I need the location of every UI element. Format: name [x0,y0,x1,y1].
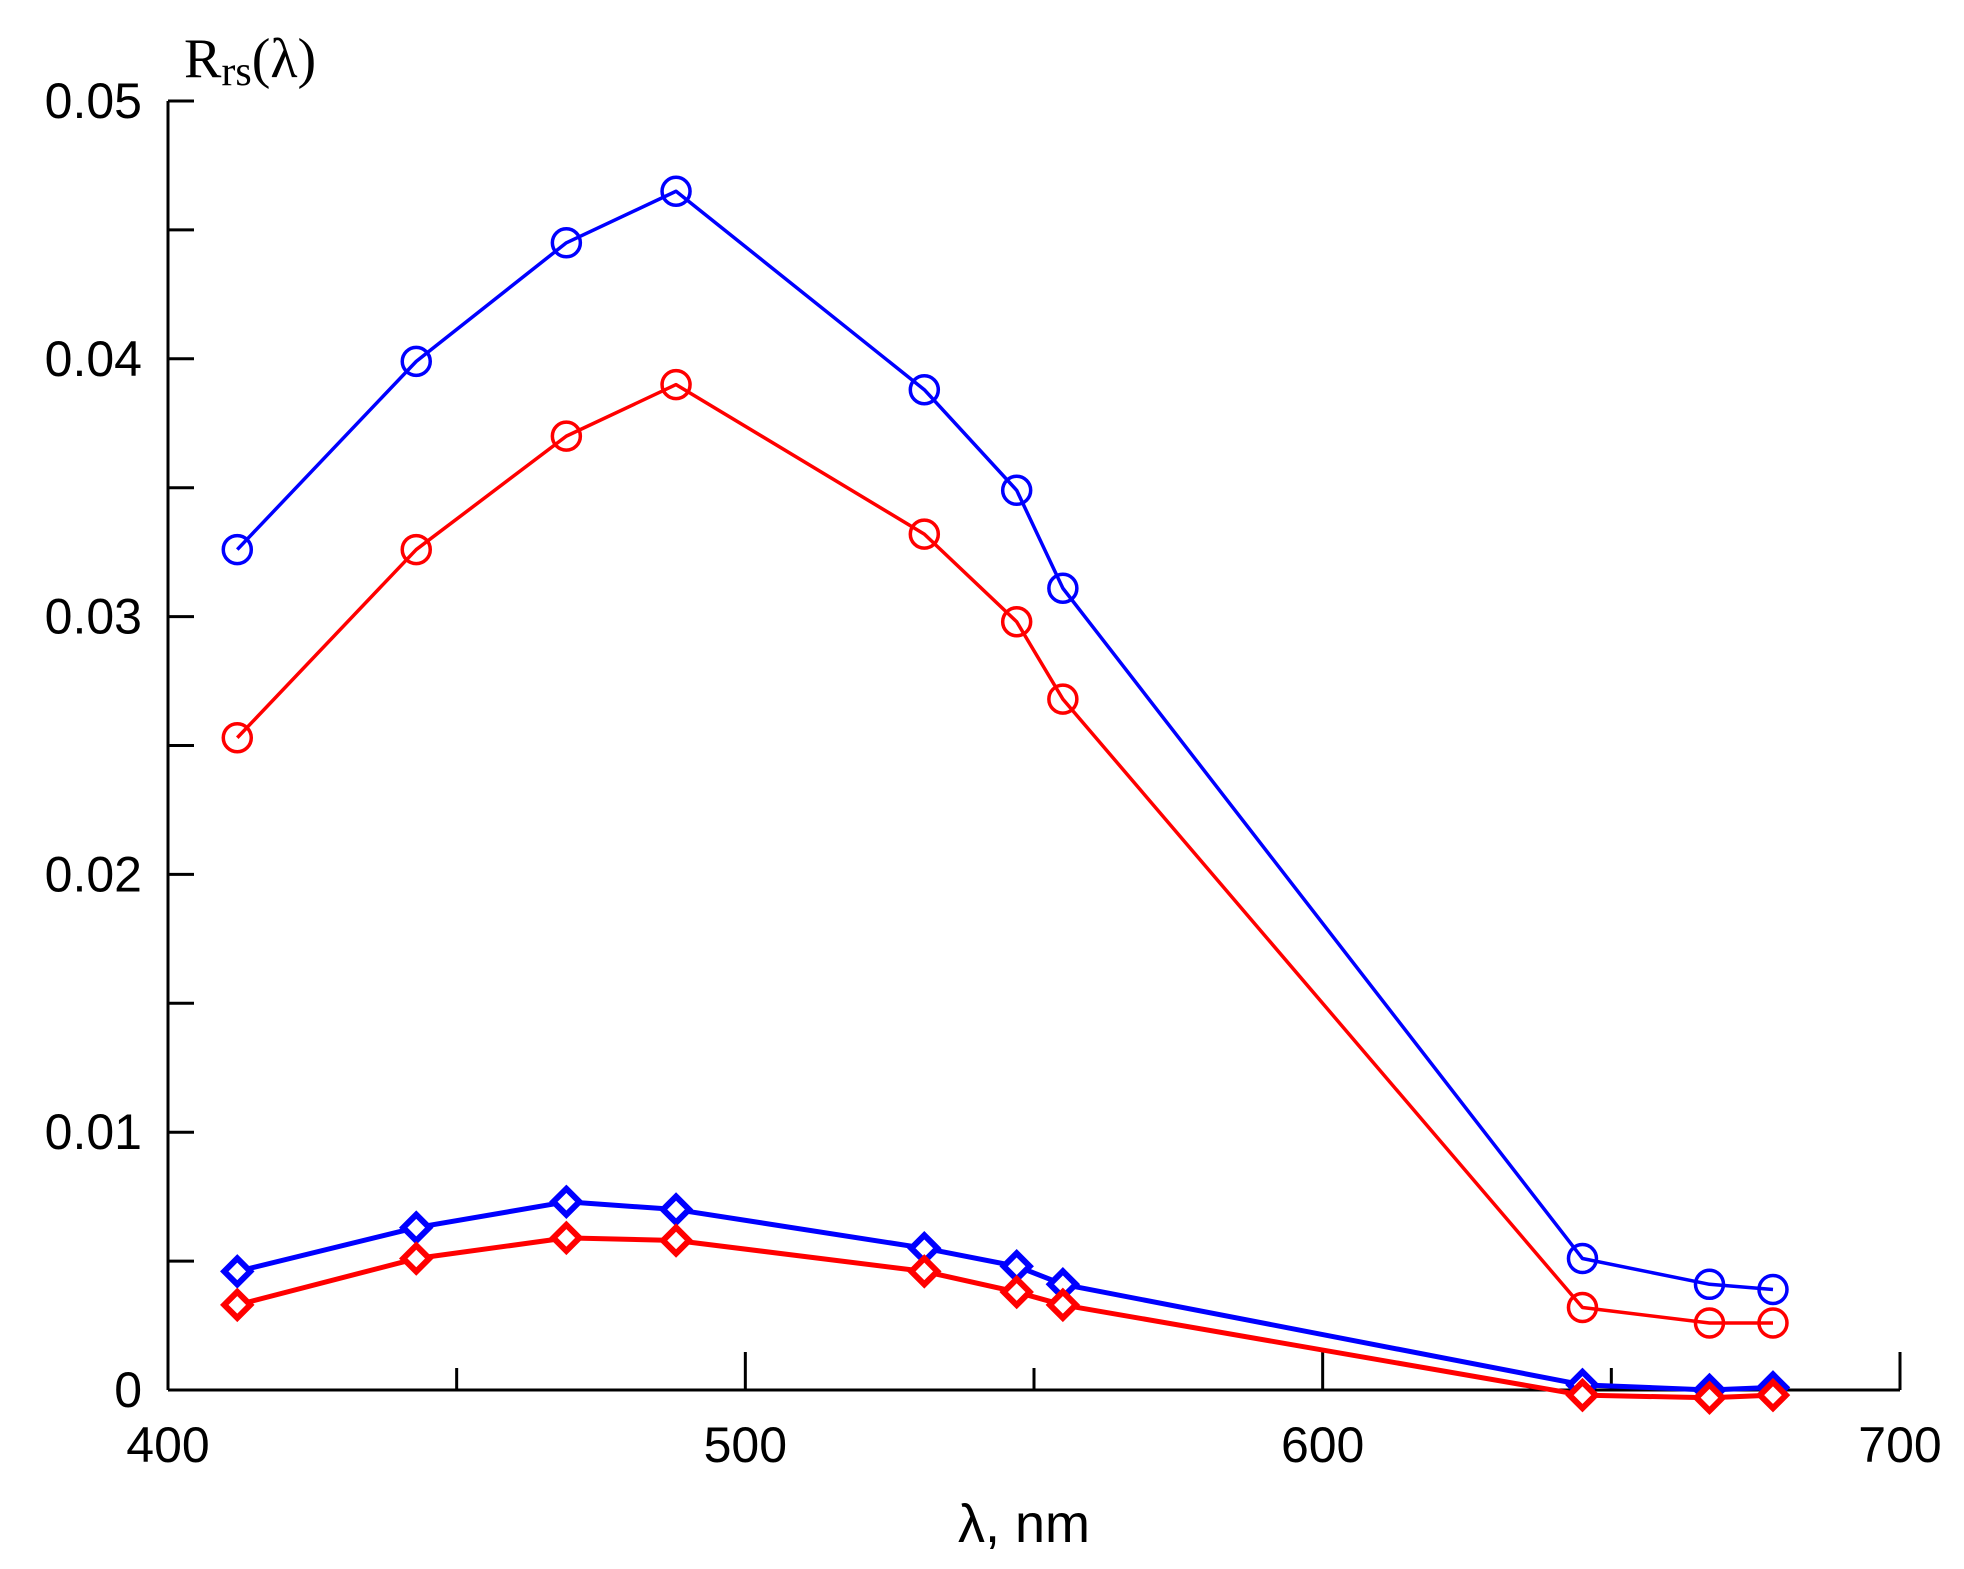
data-point-circle [1566,1291,1599,1324]
data-point-circle [400,345,433,378]
series-line-red-diamonds [236,1235,1774,1401]
y-tick-label: 0.03 [45,589,142,645]
series-blue-circles [221,175,1789,1306]
data-point-diamond [907,1254,942,1289]
series-line-red-circles [236,382,1773,1325]
data-point-circle [1693,1268,1726,1301]
data-point-diamond [1692,1380,1727,1415]
data-point-diamond [1755,1377,1791,1413]
data-point-circle [1000,606,1033,638]
data-point-circle [1693,1307,1726,1339]
series-line-blue-circles [236,189,1774,1292]
data-point-diamond [1565,1377,1600,1413]
y-axis-title: Rrs(λ) [184,28,316,95]
data-point-diamond [658,1192,694,1227]
series-line-blue-diamonds [236,1199,1774,1393]
data-point-circle [550,227,583,259]
data-point-circle [550,420,583,452]
data-point-diamond [658,1223,694,1258]
x-tick-label: 400 [126,1417,209,1473]
data-point-diamond [1045,1287,1081,1323]
data-point-circle [908,373,941,406]
x-tick-label: 600 [1281,1417,1364,1473]
x-axis-title: λ, nm [958,1494,1090,1554]
y-axis-title-suffix: (λ) [252,28,316,90]
data-point-circle [660,175,692,207]
x-tick-label: 500 [704,1417,787,1473]
data-point-diamond [999,1274,1034,1310]
data-point-circle [1757,1307,1789,1339]
data-point-diamond [399,1210,434,1245]
x-tick-label: 700 [1858,1417,1941,1473]
ticks: 400 500 600 700 0 0.01 0.02 0.03 0.04 0.05 [45,73,1942,1473]
data-point-circle [1566,1242,1599,1275]
y-axis-title-main: R [184,28,222,90]
data-point-circle [660,368,692,401]
y-axis-title-sub: rs [221,49,251,95]
data-point-circle [400,533,433,566]
data-point-circle [1757,1273,1789,1306]
y-tick-label: 0.04 [45,331,142,387]
data-point-circle [221,722,254,754]
data-point-circle [1047,683,1079,715]
y-tick-label: 0.01 [45,1104,142,1160]
data-point-circle [908,518,941,550]
y-tick-label: 0 [114,1362,142,1418]
data-point-circle [221,533,254,566]
data-point-diamond [220,1287,255,1323]
data-point-circle [1047,572,1079,604]
series-red-diamonds [220,1220,1791,1415]
data-point-diamond [399,1241,434,1276]
axes [166,101,1900,1392]
y-tick-label: 0.02 [45,846,142,902]
data-point-diamond [549,1220,584,1256]
data-point-diamond [549,1184,584,1220]
series-layer [220,175,1791,1415]
data-point-circle [1000,474,1033,507]
series-red-circles [221,368,1789,1339]
y-tick-label: 0.05 [45,73,142,129]
data-point-diamond [220,1254,255,1289]
